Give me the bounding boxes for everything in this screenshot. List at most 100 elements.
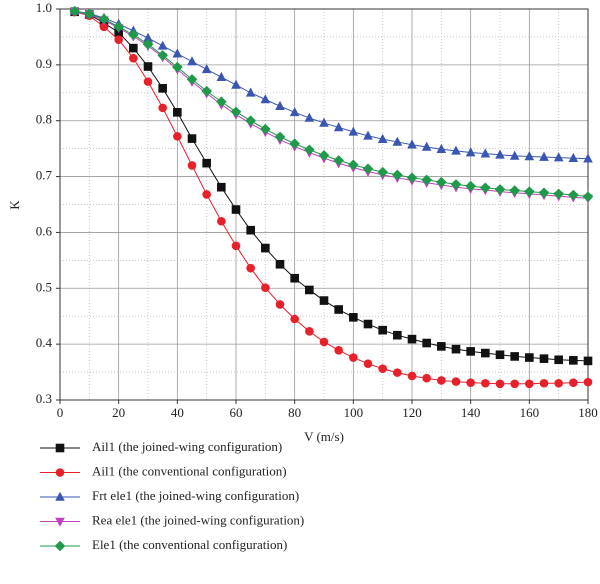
marker (290, 314, 299, 324)
marker (407, 371, 417, 381)
marker (143, 62, 153, 71)
marker (539, 151, 549, 161)
marker (202, 190, 211, 199)
marker (525, 353, 534, 362)
marker (406, 172, 418, 183)
marker (392, 136, 403, 146)
marker (172, 48, 183, 58)
y-tick-label: 0.6 (36, 223, 53, 238)
marker (553, 188, 564, 200)
marker (173, 108, 182, 117)
marker (494, 184, 506, 195)
marker (568, 189, 579, 201)
marker (363, 359, 373, 368)
marker (230, 106, 242, 118)
marker (334, 305, 343, 314)
marker (583, 153, 593, 163)
marker (481, 348, 490, 358)
marker (422, 373, 431, 383)
marker (569, 356, 578, 365)
marker (260, 123, 271, 135)
marker (129, 43, 138, 53)
marker (201, 64, 212, 74)
marker (407, 139, 417, 149)
marker (582, 191, 594, 202)
marker (158, 103, 167, 113)
marker (393, 330, 402, 340)
marker (495, 350, 505, 360)
marker (421, 141, 432, 151)
marker (480, 148, 491, 158)
marker (275, 300, 285, 309)
marker (304, 112, 315, 122)
x-tick-label: 160 (520, 405, 540, 420)
marker (231, 205, 241, 214)
marker (143, 32, 153, 42)
marker (333, 122, 344, 132)
marker (142, 38, 154, 50)
marker (465, 180, 476, 192)
x-tick-label: 140 (461, 405, 481, 420)
marker (421, 174, 432, 186)
marker (436, 143, 447, 154)
marker (524, 186, 535, 197)
marker (55, 517, 65, 527)
marker (319, 337, 329, 347)
y-tick-label: 0.5 (36, 279, 52, 294)
marker (363, 319, 373, 329)
marker (157, 40, 168, 50)
marker (158, 84, 167, 93)
marker (392, 169, 403, 181)
legend-label: Ail1 (the joined-wing configuration) (92, 439, 282, 454)
x-tick-label: 100 (344, 405, 364, 420)
marker (318, 150, 330, 161)
marker (289, 138, 300, 149)
marker (583, 377, 593, 387)
marker (99, 22, 109, 32)
marker (290, 273, 299, 283)
y-tick-label: 1.0 (36, 0, 52, 15)
marker (187, 161, 197, 170)
marker (289, 107, 300, 117)
marker (114, 35, 123, 45)
marker (202, 158, 211, 168)
marker (363, 130, 373, 140)
marker (217, 216, 226, 226)
marker (480, 182, 491, 194)
marker (55, 443, 65, 453)
marker (583, 356, 593, 366)
x-tick-label: 60 (230, 405, 243, 420)
y-tick-label: 0.7 (36, 168, 53, 183)
marker (450, 179, 462, 190)
y-axis-label: K (7, 200, 22, 210)
marker (378, 325, 387, 335)
marker (246, 263, 255, 273)
marker (422, 338, 431, 348)
marker (274, 131, 286, 143)
marker (466, 378, 475, 387)
marker (393, 368, 402, 377)
marker (451, 145, 461, 155)
y-tick-label: 0.4 (36, 335, 53, 350)
marker (495, 379, 505, 389)
x-axis-label: V (m/s) (304, 429, 344, 444)
marker (362, 163, 374, 175)
marker (261, 243, 270, 253)
marker (304, 144, 315, 156)
marker (245, 115, 256, 127)
marker (305, 326, 314, 336)
marker (261, 283, 270, 293)
marker (231, 241, 241, 251)
marker (349, 313, 358, 322)
marker (348, 126, 359, 136)
marker (524, 151, 535, 161)
marker (509, 150, 520, 160)
marker (569, 378, 578, 387)
marker (186, 74, 198, 85)
marker (481, 378, 490, 388)
x-tick-label: 80 (288, 405, 301, 420)
marker (495, 149, 505, 159)
x-tick-label: 180 (578, 405, 598, 420)
marker (554, 378, 563, 388)
